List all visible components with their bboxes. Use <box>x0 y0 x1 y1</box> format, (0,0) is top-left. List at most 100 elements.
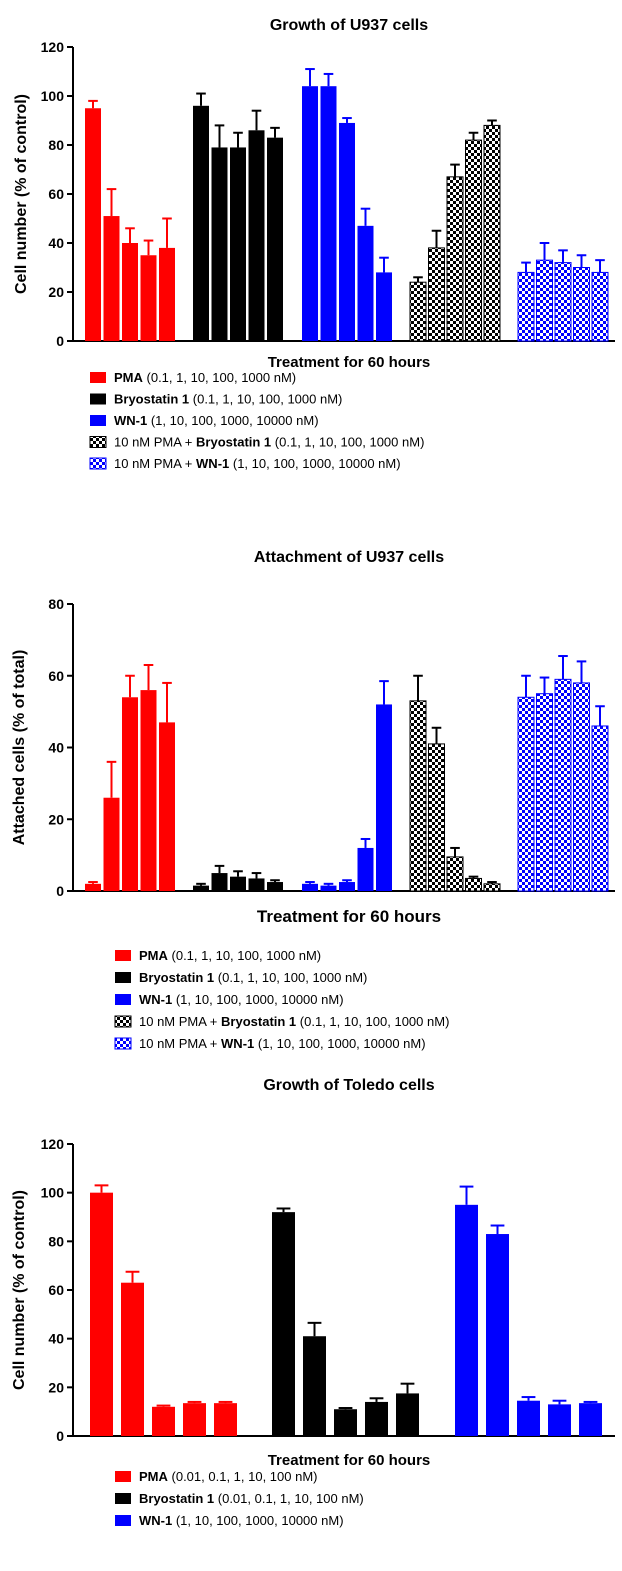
y-tick-label: 100 <box>41 88 65 104</box>
bar <box>267 137 283 341</box>
legend-detail: (0.1, 1, 10, 100, 1000 nM) <box>147 370 297 385</box>
bar <box>554 262 572 342</box>
chart-title: Growth of U937 cells <box>270 17 428 34</box>
legend: PMA (0.1, 1, 10, 100, 1000 nM) Bryostatin… <box>114 948 450 1051</box>
y-tick-label: 0 <box>56 883 64 899</box>
y-tick-label: 40 <box>48 740 64 756</box>
bar <box>320 885 337 891</box>
series-10-nm-pma-wn-1 <box>517 655 609 892</box>
bar <box>193 105 209 341</box>
chart-panel-2: Attachment of U937 cells Attached cells (… <box>11 549 615 1051</box>
bar <box>334 1409 357 1436</box>
legend-entry: PMA (0.1, 1, 10, 100, 1000 nM) <box>139 948 321 963</box>
legend-prefix: 10 nM PMA + <box>139 1014 217 1029</box>
bar <box>357 225 374 341</box>
legend-name: Bryostatin 1 <box>139 970 214 985</box>
bar <box>159 722 175 891</box>
bar <box>302 86 318 341</box>
y-tick-label: 80 <box>48 1233 64 1249</box>
legend-prefix: 10 nM PMA + <box>139 1036 217 1051</box>
series-pma <box>85 99 175 341</box>
bar <box>446 176 464 342</box>
legend-entry: Bryostatin 1 (0.1, 1, 10, 100, 1000 nM) <box>139 970 367 985</box>
y-tick-label: 120 <box>41 39 65 55</box>
legend-detail: (0.1, 1, 10, 100, 1000 nM) <box>193 392 343 407</box>
bar <box>85 883 101 891</box>
bar <box>446 856 464 892</box>
y-tick-label: 120 <box>41 1136 65 1152</box>
legend-name: WN-1 <box>196 456 229 471</box>
bar <box>428 743 445 892</box>
bar <box>376 272 392 341</box>
legend-name: Bryostatin 1 <box>139 1491 214 1506</box>
bar <box>140 255 157 341</box>
legend-name: PMA <box>114 370 144 385</box>
x-axis-label: Treatment for 60 hours <box>257 907 441 926</box>
legend-detail: (1, 10, 100, 1000, 10000 nM) <box>151 413 319 428</box>
bar <box>248 130 265 341</box>
x-axis-label: Treatment for 60 hours <box>268 1452 431 1469</box>
legend-entry: PMA (0.01, 0.1, 1, 10, 100 nM) <box>139 1469 318 1484</box>
bar <box>211 147 228 341</box>
legend-swatch <box>115 1515 131 1526</box>
legend-entry: 10 nM PMA + WN-1 (1, 10, 100, 1000, 1000… <box>114 456 401 471</box>
legend-name: WN-1 <box>139 992 172 1007</box>
legend-swatch <box>89 457 107 470</box>
series-10-nm-pma-wn-1 <box>517 242 609 342</box>
legend-swatch <box>115 1471 131 1482</box>
series-pma <box>85 663 175 891</box>
bar <box>183 1403 206 1436</box>
bar <box>591 725 609 892</box>
bar <box>152 1406 175 1436</box>
bar <box>357 847 374 891</box>
legend-name: WN-1 <box>139 1513 172 1528</box>
legend-detail: (0.01, 0.1, 1, 10, 100 nM) <box>218 1491 364 1506</box>
bar <box>121 1282 144 1436</box>
bar <box>536 693 553 892</box>
y-axis-label: Cell number (% of control) <box>13 94 30 294</box>
legend-entry: PMA (0.1, 1, 10, 100, 1000 nM) <box>114 370 296 385</box>
chart-panel-3: Growth of Toledo cells Cell number (% of … <box>11 1077 615 1528</box>
legend-swatch <box>115 972 131 983</box>
series-pma <box>90 1184 237 1436</box>
legend: PMA (0.01, 0.1, 1, 10, 100 nM) Bryostatin… <box>115 1469 364 1528</box>
bar <box>409 700 427 892</box>
bar <box>428 247 445 342</box>
legend-name: PMA <box>139 948 169 963</box>
legend-entry: WN-1 (1, 10, 100, 1000, 10000 nM) <box>139 1513 344 1528</box>
y-tick-label: 60 <box>48 668 64 684</box>
y-tick-label: 100 <box>41 1185 65 1201</box>
bar <box>214 1403 237 1436</box>
bar <box>465 877 482 892</box>
bar <box>230 876 246 891</box>
y-tick-label: 60 <box>48 1282 64 1298</box>
bar <box>85 108 101 341</box>
bar <box>365 1401 388 1436</box>
x-axis-label: Treatment for 60 hours <box>268 354 431 371</box>
legend-prefix: 10 nM PMA + <box>114 456 192 471</box>
legend-swatch <box>90 415 106 426</box>
y-tick-label: 40 <box>48 235 64 251</box>
bar <box>103 216 120 341</box>
bar <box>103 797 120 891</box>
bar <box>517 271 535 342</box>
series-bryostatin-1 <box>272 1207 419 1436</box>
legend-swatch <box>115 1493 131 1504</box>
y-tick-label: 20 <box>48 811 64 827</box>
bar <box>320 86 337 341</box>
legend-prefix: 10 nM PMA + <box>114 435 192 450</box>
series-wn-1 <box>302 68 392 341</box>
series-bryostatin-1 <box>193 92 283 341</box>
y-tick-label: 0 <box>56 1428 64 1444</box>
legend-name: PMA <box>139 1469 169 1484</box>
legend-detail: (0.1, 1, 10, 100, 1000 nM) <box>300 1014 450 1029</box>
legend-swatch <box>90 372 106 383</box>
legend-swatch <box>115 950 131 961</box>
bar <box>272 1212 295 1436</box>
legend-name: Bryostatin 1 <box>196 435 271 450</box>
series-bryostatin-1 <box>193 864 283 891</box>
legend-detail: (0.1, 1, 10, 100, 1000 nM) <box>275 435 425 450</box>
legend-detail: (0.01, 0.1, 1, 10, 100 nM) <box>172 1469 318 1484</box>
chart-panel-1: Growth of U937 cells Cell number (% of co… <box>13 17 615 471</box>
